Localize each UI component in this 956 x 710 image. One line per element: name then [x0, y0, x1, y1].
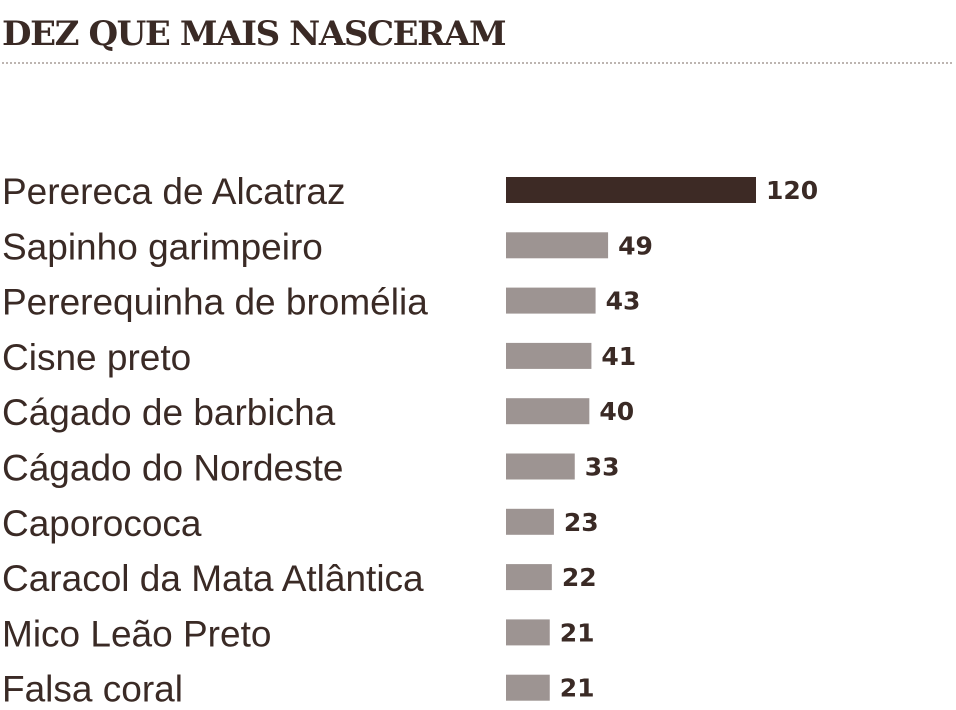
chart-title: DEZ QUE MAIS NASCERAM: [2, 14, 507, 54]
category-label: Cisne preto: [2, 337, 191, 378]
value-label: 120: [766, 176, 818, 205]
category-label: Falsa coral: [2, 669, 183, 710]
category-label: Sapinho garimpeiro: [2, 226, 323, 267]
category-label: Caporococa: [2, 503, 202, 544]
bar: [506, 287, 596, 314]
value-label: 21: [560, 618, 595, 647]
category-label: Mico Leão Preto: [2, 613, 271, 654]
bar: [506, 453, 575, 480]
value-label: 22: [562, 563, 597, 592]
bar: [506, 342, 592, 369]
bar: [506, 674, 550, 701]
bar: [506, 398, 590, 425]
bar: [506, 508, 554, 535]
category-label: Perereca de Alcatraz: [2, 171, 345, 212]
value-label: 33: [585, 453, 620, 482]
value-label: 21: [560, 674, 595, 703]
value-label: 23: [564, 508, 599, 537]
category-label: Cágado de barbicha: [2, 392, 336, 433]
bar: [506, 232, 609, 259]
value-label: 40: [599, 397, 634, 426]
category-label: Caracol da Mata Atlântica: [2, 558, 424, 599]
value-label: 43: [606, 287, 641, 316]
category-label: Pererequinha de bromélia: [2, 282, 428, 323]
value-label: 49: [618, 231, 653, 260]
category-label: Cágado do Nordeste: [2, 448, 343, 489]
bar: [506, 619, 550, 646]
value-label: 41: [601, 342, 636, 371]
bar: [506, 177, 756, 203]
title-divider: [2, 62, 952, 64]
bar: [506, 564, 552, 591]
